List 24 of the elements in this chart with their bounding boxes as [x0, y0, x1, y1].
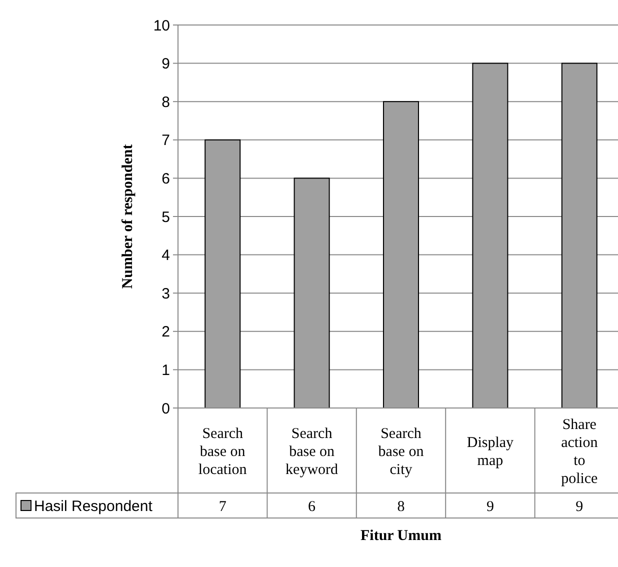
x-tick-label: Search base on location [198, 426, 248, 478]
y-tick-label: 8 [162, 94, 170, 111]
y-tick-label: 7 [162, 132, 170, 150]
y-tick-label: 4 [162, 247, 170, 264]
y-tick-label: 5 [162, 208, 170, 226]
y-tick-label: 2 [162, 324, 170, 341]
y-axis-title: Number of respondent [120, 144, 136, 289]
y-tick-label: 6 [162, 170, 170, 188]
y-tick-label: 1 [162, 362, 170, 379]
x-tick-label: Display map [466, 434, 514, 469]
x-tick-label: Search base on city [378, 426, 424, 478]
y-tick-label: 9 [162, 56, 170, 73]
data-label: 8 [397, 498, 405, 515]
y-tick-label: 10 [153, 17, 170, 34]
y-tick-label: 3 [162, 285, 170, 302]
data-label: 9 [486, 498, 494, 515]
x-tick-label: Share action to police [561, 416, 598, 487]
y-tick-label: 0 [162, 400, 170, 418]
data-label: 9 [576, 498, 584, 515]
x-axis-title: Fitur Umum [360, 528, 442, 544]
x-tick-label: Search base on keyword [286, 426, 339, 478]
data-label: 6 [308, 498, 316, 515]
data-label: 7 [218, 498, 227, 515]
legend-label: Hasil Respondent [34, 498, 154, 515]
